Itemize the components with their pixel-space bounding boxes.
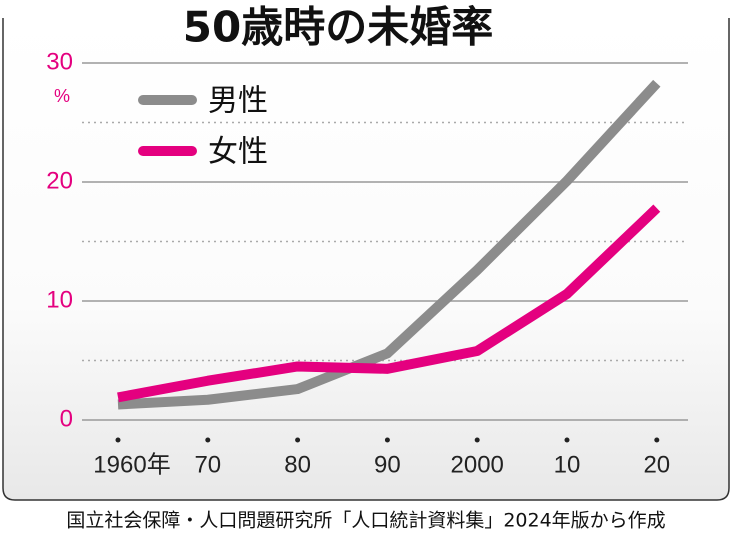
x-tick-label: 2000 xyxy=(451,451,504,478)
legend-label: 男性 xyxy=(208,84,268,119)
x-tick-dot xyxy=(115,437,121,443)
x-tick-dot xyxy=(654,437,660,443)
y-tick-label: 30 xyxy=(46,48,73,75)
x-tick-label: 80 xyxy=(284,451,311,478)
y-tick-label: 0 xyxy=(60,405,73,432)
x-tick-label: 70 xyxy=(194,451,221,478)
x-tick-dot xyxy=(474,437,480,443)
x-tick-label: 10 xyxy=(554,451,581,478)
series-line xyxy=(117,204,661,403)
x-tick-dot xyxy=(205,437,211,443)
series-line xyxy=(117,79,661,410)
y-tick-label: 20 xyxy=(46,167,73,194)
chart-title: 50歳時の未婚率 xyxy=(183,3,493,52)
y-unit: % xyxy=(54,86,70,106)
x-tick-label: 20 xyxy=(643,451,670,478)
x-tick-label: 90 xyxy=(374,451,401,478)
x-tick-dot xyxy=(384,437,390,443)
x-tick-dot xyxy=(564,437,570,443)
y-tick-label: 10 xyxy=(46,286,73,313)
x-tick-label: 1960年 xyxy=(93,451,170,478)
x-tick-dot xyxy=(295,437,301,443)
legend-label: 女性 xyxy=(208,135,268,170)
source-note: 国立社会保障・人口問題研究所「人口統計資料集」2024年版から作成 xyxy=(66,510,665,532)
chart-frame xyxy=(2,18,730,501)
